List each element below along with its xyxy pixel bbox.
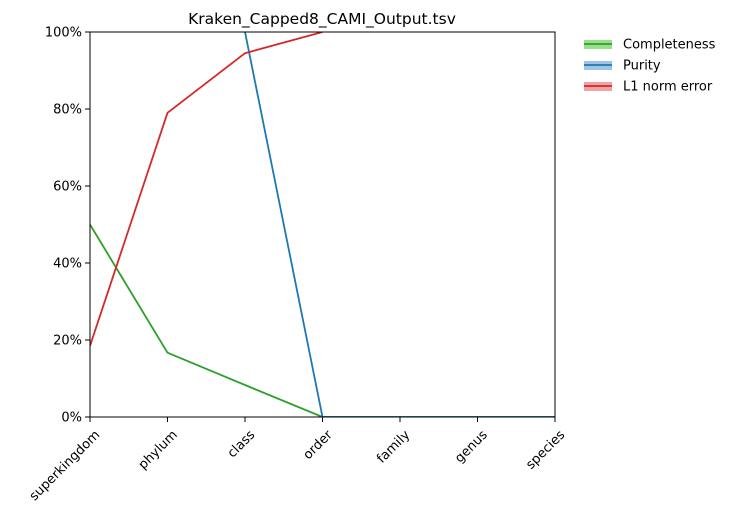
series-line-l1-norm-error — [90, 32, 323, 347]
legend: Completeness Purity L1 norm error — [584, 38, 716, 95]
y-tick-label: 0% — [61, 411, 82, 426]
chart-title: Kraken_Capped8_CAMI_Output.tsv — [188, 10, 456, 29]
legend-label: Purity — [623, 59, 661, 74]
y-axis: 0% 20% 40% 60% 80% 100% — [45, 26, 90, 426]
x-tick-label: species — [523, 428, 568, 473]
y-tick-label: 20% — [53, 334, 82, 349]
plot-frame — [89, 31, 556, 418]
x-tick-label: class — [225, 428, 259, 462]
legend-entry-l1-norm-error: L1 norm error — [584, 80, 713, 95]
x-tick-label: family — [374, 427, 413, 466]
legend-entry-purity: Purity — [584, 59, 661, 74]
x-tick-label: order — [301, 427, 337, 463]
y-tick-label: 80% — [53, 103, 82, 118]
y-tick-label: 40% — [53, 257, 82, 272]
series-line-purity — [244, 32, 555, 417]
x-tick-label: phylum — [136, 428, 181, 473]
legend-entry-completeness: Completeness — [584, 38, 716, 53]
x-axis: superkingdom phylum class order family genus s… — [27, 417, 568, 504]
x-tick-label: genus — [452, 428, 491, 467]
y-tick-label: 100% — [45, 26, 82, 41]
plot-lines — [90, 32, 555, 417]
y-tick-label: 60% — [53, 180, 82, 195]
legend-label: Completeness — [623, 38, 716, 53]
legend-label: L1 norm error — [623, 80, 713, 95]
series-line-completeness — [90, 224, 555, 417]
x-tick-label: superkingdom — [27, 428, 103, 504]
